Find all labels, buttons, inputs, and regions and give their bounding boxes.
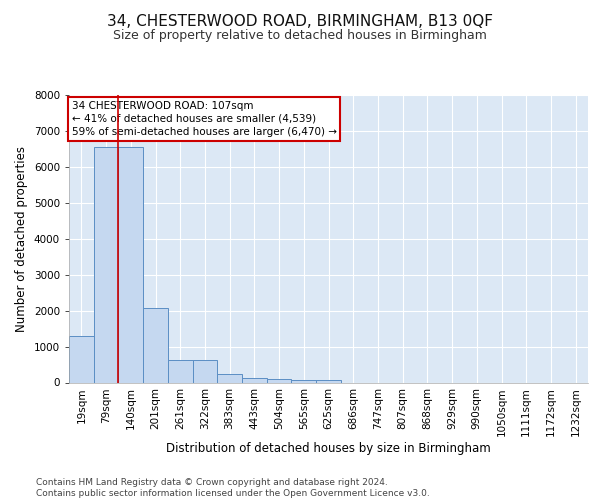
Bar — [193, 360, 217, 382]
Bar — [316, 380, 341, 382]
Bar — [69, 336, 94, 382]
Bar — [118, 147, 143, 382]
Bar — [94, 147, 118, 382]
Bar — [242, 378, 267, 382]
Text: Contains HM Land Registry data © Crown copyright and database right 2024.
Contai: Contains HM Land Registry data © Crown c… — [36, 478, 430, 498]
X-axis label: Distribution of detached houses by size in Birmingham: Distribution of detached houses by size … — [166, 442, 491, 454]
Text: 34 CHESTERWOOD ROAD: 107sqm
← 41% of detached houses are smaller (4,539)
59% of : 34 CHESTERWOOD ROAD: 107sqm ← 41% of det… — [71, 101, 337, 137]
Text: 34, CHESTERWOOD ROAD, BIRMINGHAM, B13 0QF: 34, CHESTERWOOD ROAD, BIRMINGHAM, B13 0Q… — [107, 14, 493, 29]
Bar — [267, 378, 292, 382]
Text: Size of property relative to detached houses in Birmingham: Size of property relative to detached ho… — [113, 29, 487, 42]
Bar — [292, 380, 316, 382]
Bar — [217, 374, 242, 382]
Y-axis label: Number of detached properties: Number of detached properties — [15, 146, 28, 332]
Bar — [143, 308, 168, 382]
Bar — [168, 360, 193, 382]
